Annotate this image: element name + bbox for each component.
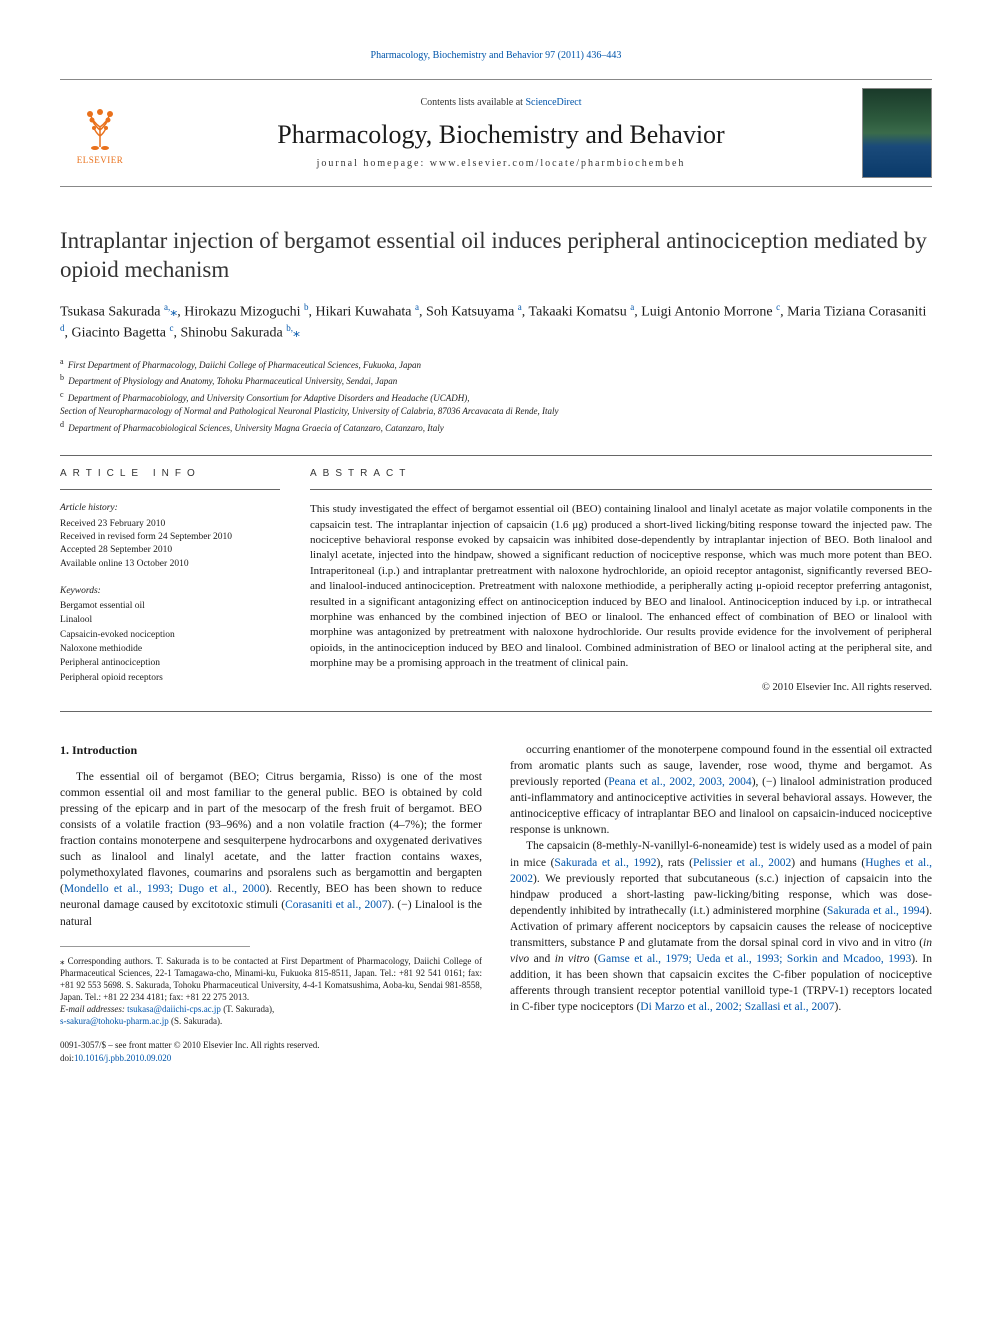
email-link[interactable]: s-sakura@tohoku-pharm.ac.jp (60, 1016, 169, 1026)
abstract-head: abstract (310, 468, 932, 479)
author-list: Tsukasa Sakurada a,⁎, Hirokazu Mizoguchi… (60, 301, 932, 344)
email-link[interactable]: tsukasa@daiichi-cps.ac.jp (127, 1004, 221, 1014)
keywords-label: Keywords: (60, 585, 280, 598)
intro-para-1: The essential oil of bergamot (BEO; Citr… (60, 769, 482, 930)
doi-link[interactable]: 10.1016/j.pbb.2010.09.020 (74, 1053, 171, 1063)
email-label: E-mail addresses: (60, 1004, 127, 1014)
sciencedirect-link[interactable]: ScienceDirect (525, 97, 581, 108)
affiliations: a First Department of Pharmacology, Daii… (60, 356, 932, 436)
contents-prefix: Contents lists available at (420, 97, 525, 108)
xref[interactable]: Mondello et al., 1993; Dugo et al., 2000 (64, 883, 265, 895)
elsevier-logo: ELSEVIER (60, 93, 140, 173)
intro-para-2: occurring enantiomer of the monoterpene … (510, 742, 932, 839)
homepage-url[interactable]: www.elsevier.com/locate/pharmbiochembeh (430, 158, 686, 169)
homepage-prefix: journal homepage: (317, 158, 430, 169)
article-history: Article history: Received 23 February 20… (60, 502, 280, 570)
xref[interactable]: Peana et al., 2002, 2003, 2004 (608, 776, 751, 788)
journal-name: Pharmacology, Biochemistry and Behavior (140, 120, 862, 150)
xref[interactable]: Di Marzo et al., 2002; Szallasi et al., … (640, 1001, 834, 1013)
abstract-copyright: © 2010 Elsevier Inc. All rights reserved… (310, 682, 932, 693)
corresponding-footnote: ⁎ Corresponding authors. T. Sakurada is … (60, 955, 482, 1028)
elsevier-tree-icon (75, 102, 125, 152)
running-header: Pharmacology, Biochemistry and Behavior … (60, 50, 932, 61)
intro-para-3: The capsaicin (8-methly-N-vanillyl-6-non… (510, 838, 932, 1015)
section-heading-intro: 1. Introduction (60, 742, 482, 759)
article-info-head: article info (60, 468, 280, 479)
xref[interactable]: Sakurada et al., 1992 (554, 857, 656, 869)
xref[interactable]: Sakurada et al., 1994 (827, 905, 925, 917)
contents-line: Contents lists available at ScienceDirec… (140, 97, 862, 108)
elsevier-label: ELSEVIER (77, 155, 124, 165)
doi-block: 0091-3057/$ – see front matter © 2010 El… (60, 1039, 482, 1064)
xref[interactable]: Corasaniti et al., 2007 (285, 899, 387, 911)
journal-homepage: journal homepage: www.elsevier.com/locat… (140, 158, 862, 169)
xref[interactable]: Pelissier et al., 2002 (693, 857, 791, 869)
article-title: Intraplantar injection of bergamot essen… (60, 227, 932, 285)
keywords-block: Keywords: Bergamot essential oilLinalool… (60, 585, 280, 685)
abstract-text: This study investigated the effect of be… (310, 502, 932, 671)
xref[interactable]: Gamse et al., 1979; Ueda et al., 1993; S… (598, 953, 911, 965)
masthead: ELSEVIER Contents lists available at Sci… (60, 79, 932, 187)
journal-cover-thumb (862, 88, 932, 178)
history-label: Article history: (60, 502, 280, 515)
